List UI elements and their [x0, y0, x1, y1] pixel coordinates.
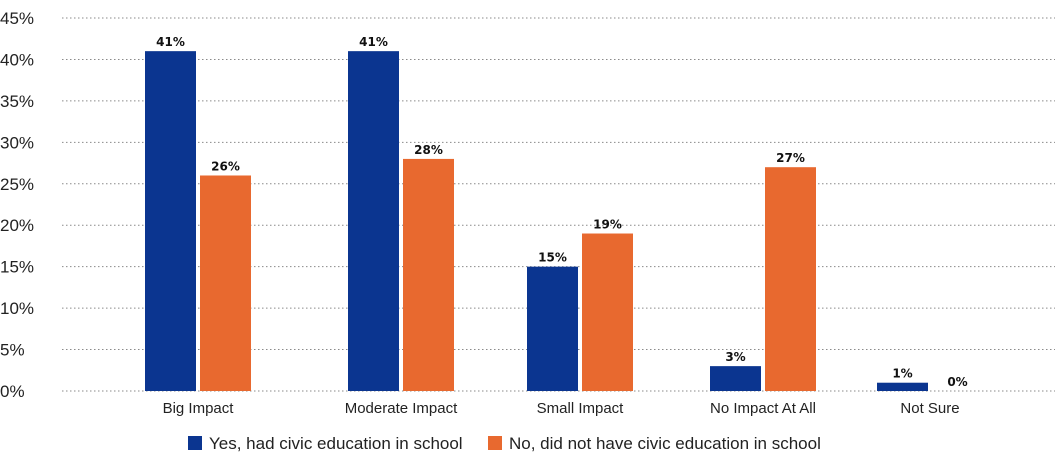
- y-axis-ticks: 0% 5% 10% 15% 20% 25% 30% 35% 40% 45%: [0, 9, 34, 401]
- legend-swatch: [488, 436, 502, 450]
- x-category-label: Not Sure: [900, 400, 959, 417]
- legend-label: Yes, had civic education in school: [209, 434, 463, 453]
- bar-no-3: [765, 167, 816, 391]
- legend: Yes, had civic education in school No, di…: [188, 434, 821, 453]
- bar-yes-4: [877, 382, 928, 391]
- y-tick-label: 0%: [0, 382, 25, 401]
- data-label: 1%: [892, 367, 912, 381]
- data-labels: 41% 26% 41% 28% 15% 19% 3% 27% 1% 0%: [156, 35, 968, 389]
- data-label: 26%: [211, 159, 240, 173]
- x-category-label: Big Impact: [163, 400, 235, 417]
- x-category-label: Small Impact: [537, 400, 625, 417]
- data-label: 19%: [593, 218, 622, 232]
- bar-no-0: [200, 175, 251, 391]
- legend-swatch: [188, 436, 202, 450]
- y-tick-label: 15%: [0, 258, 34, 277]
- y-tick-label: 40%: [0, 50, 34, 69]
- x-category-label: No Impact At All: [710, 400, 816, 417]
- bar-yes-1: [348, 51, 399, 392]
- data-label: 3%: [725, 350, 745, 364]
- data-label: 27%: [776, 151, 805, 165]
- y-tick-label: 25%: [0, 175, 34, 194]
- y-tick-label: 5%: [0, 341, 25, 360]
- y-tick-label: 45%: [0, 9, 34, 28]
- y-tick-label: 10%: [0, 299, 34, 318]
- data-label: 41%: [359, 35, 388, 49]
- x-category-label: Moderate Impact: [345, 400, 458, 417]
- data-label: 28%: [414, 143, 443, 157]
- data-label: 15%: [538, 251, 567, 265]
- bar-no-1: [403, 158, 454, 391]
- y-tick-label: 30%: [0, 133, 34, 152]
- bar-no-2: [582, 233, 633, 391]
- legend-label: No, did not have civic education in scho…: [509, 434, 821, 453]
- y-tick-label: 35%: [0, 92, 34, 111]
- data-label: 41%: [156, 35, 185, 49]
- bar-yes-2: [527, 266, 578, 391]
- bar-yes-3: [710, 366, 761, 391]
- bars: [145, 51, 928, 392]
- bar-yes-0: [145, 51, 196, 392]
- x-axis-categories: Big Impact Moderate Impact Small Impact No …: [163, 400, 960, 417]
- y-tick-label: 20%: [0, 216, 34, 235]
- data-label: 0%: [947, 375, 967, 389]
